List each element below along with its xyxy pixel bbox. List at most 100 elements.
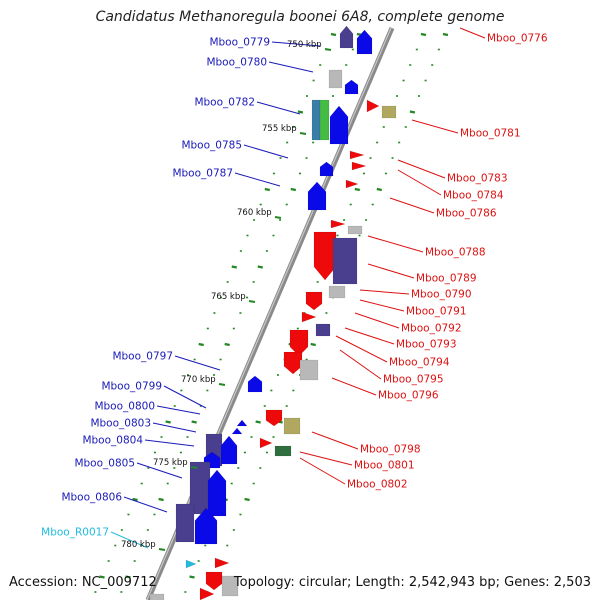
gene-label: Mboo_0779: [209, 37, 270, 49]
label-leader: [397, 159, 446, 179]
label-leader: [271, 41, 321, 47]
gene-label: Mboo_0794: [389, 357, 450, 369]
gene-feature: [221, 575, 239, 597]
gene-label: Mboo_0795: [383, 374, 444, 386]
label-leader: [243, 144, 289, 159]
tick-mark: [189, 575, 195, 579]
gene-feature: [349, 150, 365, 160]
gene-feature: [381, 105, 397, 119]
gene-feature: [274, 445, 292, 457]
gene-feature: [259, 437, 273, 449]
gene-feature: [220, 435, 238, 465]
gene-label: Mboo_0780: [206, 57, 267, 69]
gene-feature: [345, 179, 359, 189]
kbp-tick: [218, 383, 226, 386]
tick-mark: [310, 342, 316, 347]
label-leader: [354, 312, 400, 329]
tick-mark: [244, 497, 250, 502]
gene-feature: [247, 375, 263, 393]
gene-feature: [194, 507, 218, 545]
gene-label: Mboo_R0017: [41, 527, 109, 539]
label-leader: [156, 405, 201, 415]
tick-mark: [376, 187, 383, 192]
gene-feature: [207, 469, 227, 517]
kbp-tick: [274, 216, 282, 219]
gene-feature: [199, 587, 215, 600]
gene-feature: [339, 25, 354, 49]
tick-mark: [330, 32, 337, 37]
gene-labels: Mboo_0779 Mboo_0780 Mboo_0782 Mboo_0785 Mboo…: [41, 33, 548, 539]
label-leader: [123, 496, 168, 513]
tick-mark: [442, 32, 449, 37]
gene-feature: [311, 99, 321, 141]
label-leader: [299, 457, 346, 485]
gene-label: Mboo_0786: [436, 208, 497, 220]
label-leader: [163, 385, 207, 409]
gene-feature: [328, 285, 346, 299]
gene-label: Mboo_0784: [443, 190, 504, 202]
label-leader: [344, 327, 395, 345]
gene-label: Mboo_0781: [460, 128, 521, 140]
gene-label: Mboo_0793: [396, 339, 457, 351]
gene-feature: [330, 219, 346, 229]
gene-label: Mboo_0776: [487, 33, 548, 45]
gene-label: Mboo_0787: [172, 168, 233, 180]
tick-mark: [257, 265, 263, 269]
label-leader: [367, 235, 424, 253]
label-leader: [174, 355, 221, 371]
gene-feature: [313, 231, 337, 281]
gene-feature: [175, 503, 195, 543]
kbp-labels: 750 kbp 755 kbp 760 kbp 765 kbp 770 kbp 775 k…: [121, 40, 332, 551]
label-leader: [144, 439, 195, 447]
tick-mark: [354, 187, 361, 192]
gene-feature: [149, 593, 165, 600]
gene-feature: [328, 69, 343, 89]
tick-mark: [125, 575, 131, 579]
tick-mark: [224, 342, 230, 347]
gene-label: Mboo_0802: [347, 479, 408, 491]
tick-mark: [99, 575, 105, 579]
gene-feature: [265, 409, 283, 427]
tick-mark: [198, 342, 204, 347]
label-leader: [268, 61, 314, 73]
gene-label: Mboo_0783: [447, 173, 508, 185]
gene-label: Mboo_0806: [61, 492, 122, 504]
gene-features: [149, 25, 397, 600]
tick-mark: [290, 187, 297, 192]
label-leader: [331, 377, 377, 396]
label-leader: [459, 27, 486, 39]
tick-mark: [191, 420, 197, 424]
gene-feature: [305, 291, 323, 311]
gene-label: Mboo_0789: [416, 273, 477, 285]
gene-feature: [185, 559, 197, 569]
kbp-label: 750 kbp: [287, 40, 322, 50]
gene-feature: [231, 427, 243, 435]
label-leader: [339, 349, 382, 380]
tick-mark: [165, 420, 171, 424]
label-leader: [397, 169, 442, 196]
gene-feature: [319, 161, 334, 177]
gene-feature: [299, 359, 319, 381]
kbp-tick: [248, 300, 256, 303]
gene-feature: [332, 237, 358, 285]
label-leader: [389, 197, 435, 214]
gene-label: Mboo_0804: [82, 435, 143, 447]
gene-feature: [307, 181, 327, 211]
label-leader: [256, 101, 301, 115]
gene-feature: [347, 225, 363, 235]
gene-label: Mboo_0790: [411, 289, 472, 301]
tick-mark: [158, 497, 164, 502]
tick-mark: [409, 110, 416, 114]
kbp-label: 770 kbp: [181, 375, 216, 385]
kbp-label: 775 kbp: [153, 458, 188, 468]
kbp-tick: [190, 466, 198, 469]
kbp-tick: [158, 548, 166, 551]
tick-mark: [297, 110, 304, 114]
gene-label: Mboo_0782: [194, 97, 255, 109]
gene-feature: [329, 105, 349, 145]
gene-label: Mboo_0799: [101, 381, 162, 393]
label-leader: [152, 422, 197, 433]
gene-label: Mboo_0805: [74, 458, 135, 470]
kbp-label: 765 kbp: [211, 292, 246, 302]
